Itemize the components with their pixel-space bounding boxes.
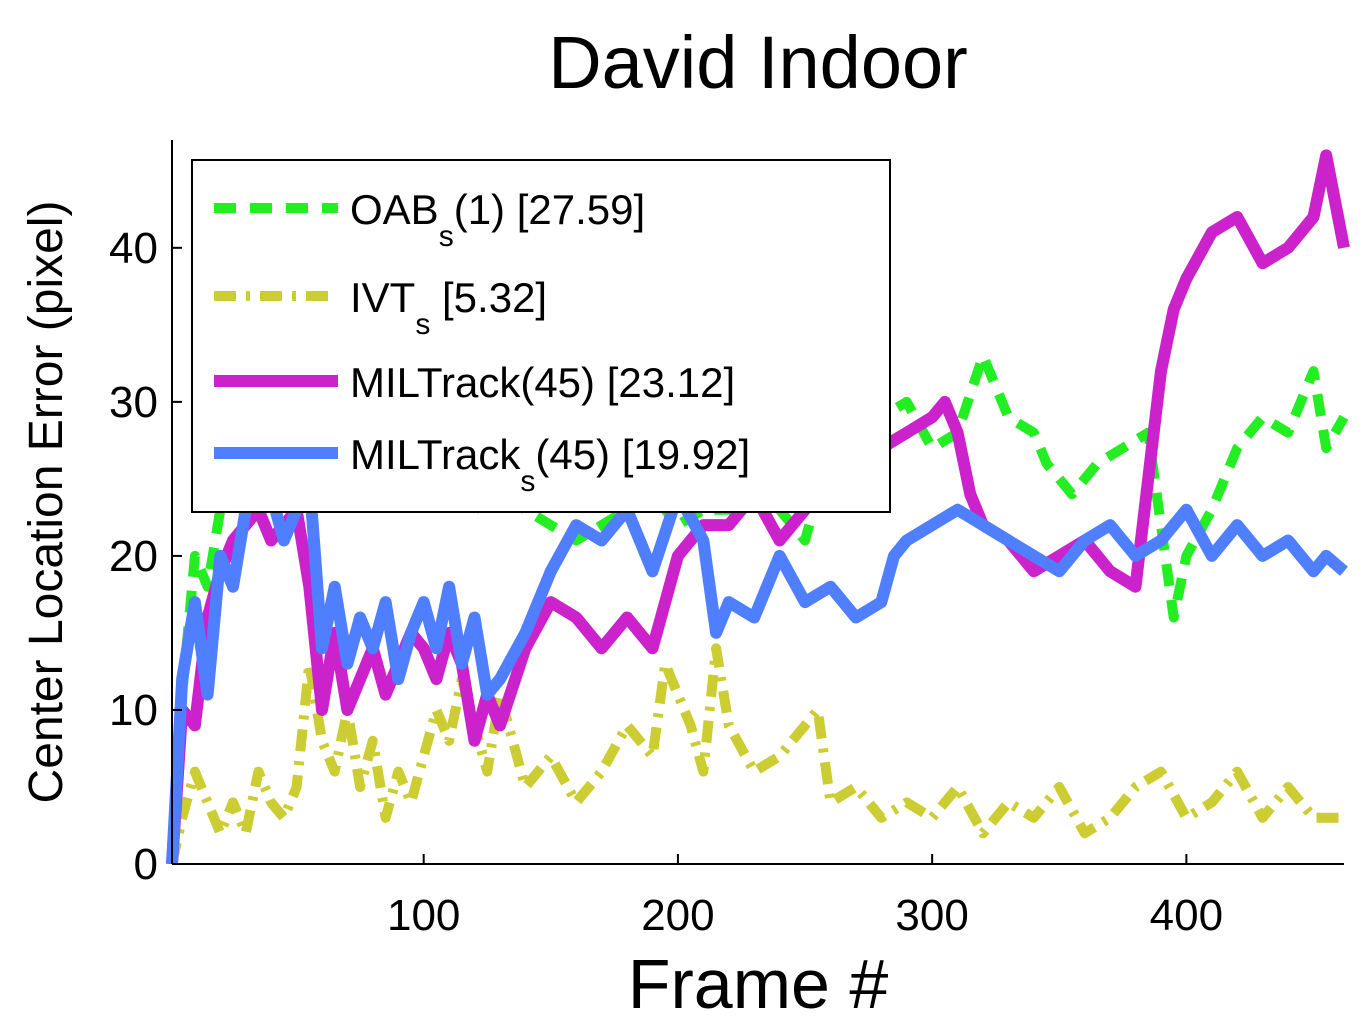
y-tick-label: 20 — [109, 532, 158, 581]
series-line-4 — [166, 457, 1348, 865]
x-tick-label: 200 — [641, 891, 714, 940]
y-tick-label: 10 — [109, 686, 158, 735]
axes — [171, 140, 1344, 865]
x-axis-label: Frame # — [628, 945, 889, 1023]
series-line-2 — [167, 643, 1344, 866]
legend: OABs(1) [27.59] IVTs [5.32] MILTrack(45) [… — [191, 159, 891, 513]
legend-label-1: OABs(1) [27.59] — [350, 186, 645, 253]
y-tick-label: 0 — [134, 840, 158, 889]
x-ticks: 100 200 300 400 — [387, 854, 1223, 940]
y-tick-label: 40 — [109, 224, 158, 273]
chart-title: David Indoor — [548, 21, 968, 104]
x-tick-label: 400 — [1150, 891, 1223, 940]
legend-label-3: MILTrack(45) [23.12] — [350, 359, 735, 406]
y-tick-label: 30 — [109, 378, 158, 427]
x-tick-label: 300 — [895, 891, 968, 940]
x-tick-label: 100 — [387, 891, 460, 940]
legend-label-2: IVTs [5.32] — [350, 274, 547, 341]
y-axis-label: Center Location Error (pixel) — [20, 201, 73, 804]
legend-label-4: MILTracks(45) [19.92] — [350, 431, 750, 498]
legend-entries: OABs(1) [27.59] IVTs [5.32] MILTrack(45) [… — [214, 186, 750, 498]
y-ticks: 0 10 20 30 40 — [109, 224, 182, 889]
